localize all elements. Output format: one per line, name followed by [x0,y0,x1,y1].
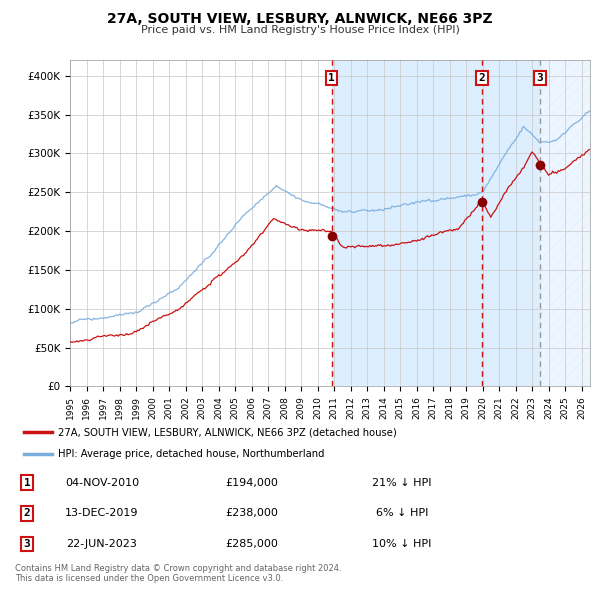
Text: Price paid vs. HM Land Registry's House Price Index (HPI): Price paid vs. HM Land Registry's House … [140,25,460,35]
Text: 27A, SOUTH VIEW, LESBURY, ALNWICK, NE66 3PZ: 27A, SOUTH VIEW, LESBURY, ALNWICK, NE66 … [107,12,493,26]
Text: Contains HM Land Registry data © Crown copyright and database right 2024.
This d: Contains HM Land Registry data © Crown c… [15,563,341,583]
Text: 1: 1 [328,73,335,83]
Text: HPI: Average price, detached house, Northumberland: HPI: Average price, detached house, Nort… [58,449,325,458]
Text: 22-JUN-2023: 22-JUN-2023 [67,539,137,549]
Text: 13-DEC-2019: 13-DEC-2019 [65,509,139,518]
Text: 27A, SOUTH VIEW, LESBURY, ALNWICK, NE66 3PZ (detached house): 27A, SOUTH VIEW, LESBURY, ALNWICK, NE66 … [58,428,397,437]
Text: £285,000: £285,000 [226,539,278,549]
Text: 1: 1 [23,478,31,487]
Text: 6% ↓ HPI: 6% ↓ HPI [376,509,428,518]
Text: 2: 2 [23,509,31,518]
Text: 04-NOV-2010: 04-NOV-2010 [65,478,139,487]
Text: 21% ↓ HPI: 21% ↓ HPI [372,478,432,487]
Text: 3: 3 [536,73,543,83]
Bar [332,60,540,386]
Text: 2: 2 [478,73,485,83]
Text: 10% ↓ HPI: 10% ↓ HPI [373,539,431,549]
Text: £194,000: £194,000 [226,478,278,487]
Bar [540,60,590,386]
Text: 3: 3 [23,539,31,549]
Text: £238,000: £238,000 [226,509,278,518]
